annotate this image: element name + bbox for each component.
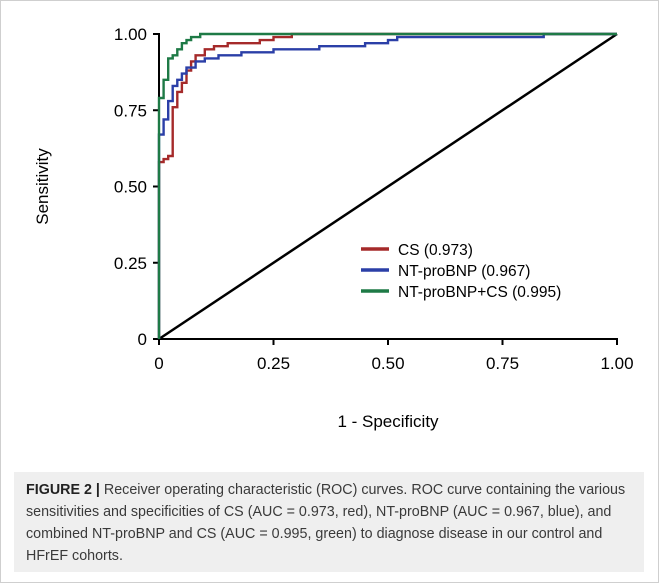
tick-labels: 0 0.25 0.50 0.75 1.00 0 0.25 0.50 0.75 1.00 [114, 25, 634, 373]
diagonal-line [158, 32, 618, 341]
roc-chart: 0 0.25 0.50 0.75 1.00 0 0.25 0.50 0.75 1.00 1 - S… [33, 25, 634, 431]
x-tick-label: 0.25 [257, 354, 290, 373]
x-tick-label: 1.00 [600, 354, 633, 373]
x-tick-label: 0.50 [371, 354, 404, 373]
figure-caption: FIGURE 2 | Receiver operating characteri… [26, 479, 638, 567]
y-tick-label: 0 [138, 330, 147, 349]
x-axis-label: 1 - Specificity [337, 412, 439, 431]
roc-curve-2 [157, 32, 617, 339]
chart-legend: CS (0.973) NT-proBNP (0.967) NT-proBNP+CS … [361, 242, 561, 301]
y-tick-label: 0.75 [114, 101, 147, 120]
legend-label: CS (0.973) [398, 242, 473, 259]
y-axis-label: Sensitivity [33, 148, 52, 225]
y-tick-label: 1.00 [114, 25, 147, 44]
y-tick-label: 0.25 [114, 254, 147, 273]
roc-curve-1 [157, 32, 617, 339]
reference-diagonal [158, 32, 618, 341]
y-tick-label: 0.50 [114, 178, 147, 197]
roc-curve-3 [157, 32, 617, 339]
caption-background [14, 472, 644, 572]
roc-curves [157, 32, 617, 339]
x-tick-label: 0.75 [486, 354, 519, 373]
x-tick-label: 0 [154, 354, 163, 373]
caption-lead: FIGURE 2 | [26, 482, 100, 498]
legend-label: NT-proBNP (0.967) [398, 263, 530, 280]
legend-label: NT-proBNP+CS (0.995) [398, 284, 561, 301]
caption-text: Receiver operating characteristic (ROC) … [26, 482, 626, 564]
